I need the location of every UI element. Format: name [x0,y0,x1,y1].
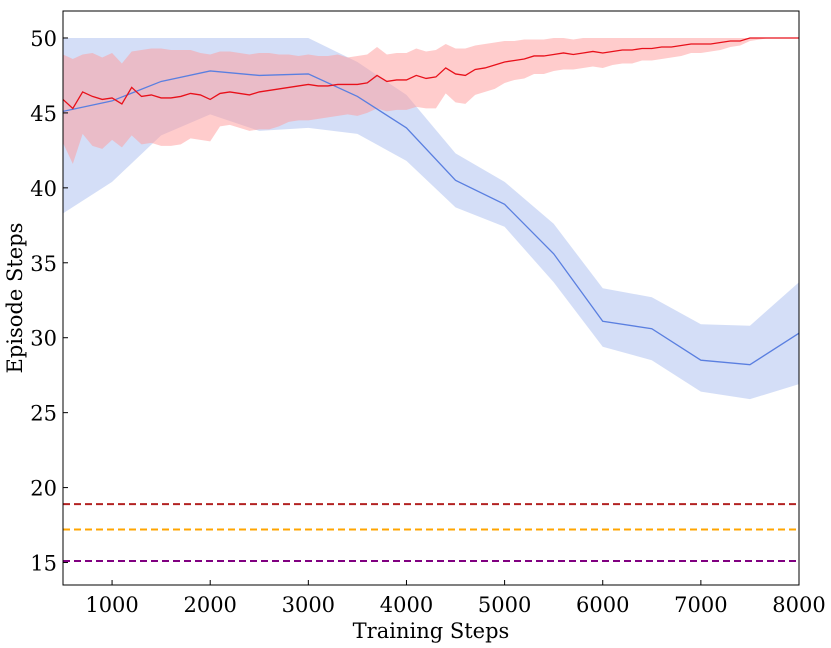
y-tick-label: 45 [30,102,57,126]
y-tick-label: 20 [30,477,57,501]
y-tick-label: 30 [30,327,57,351]
x-axis-label: Training Steps [353,619,510,643]
x-tick-label: 8000 [772,593,825,617]
confidence-bands [63,38,799,399]
reference-lines [63,504,799,561]
x-tick-label: 6000 [576,593,629,617]
x-tick-label: 3000 [282,593,335,617]
x-tick-label: 1000 [85,593,138,617]
y-tick-label: 15 [30,552,57,576]
x-tick-label: 2000 [183,593,236,617]
y-axis-label: Episode Steps [3,223,27,374]
chart: 1000 2000 3000 4000 5000 6000 7000 8000 15 20 25 3… [0,0,831,648]
y-tick-label: 40 [30,177,57,201]
x-tick-label: 7000 [674,593,727,617]
y-tick-label: 35 [30,252,57,276]
x-tick-label: 4000 [380,593,433,617]
y-tick-label: 50 [30,27,57,51]
x-tick-label: 5000 [478,593,531,617]
x-axis-ticks: 1000 2000 3000 4000 5000 6000 7000 8000 [85,580,825,617]
y-axis-ticks: 15 20 25 30 35 40 45 50 [30,27,68,576]
y-tick-label: 25 [30,402,57,426]
